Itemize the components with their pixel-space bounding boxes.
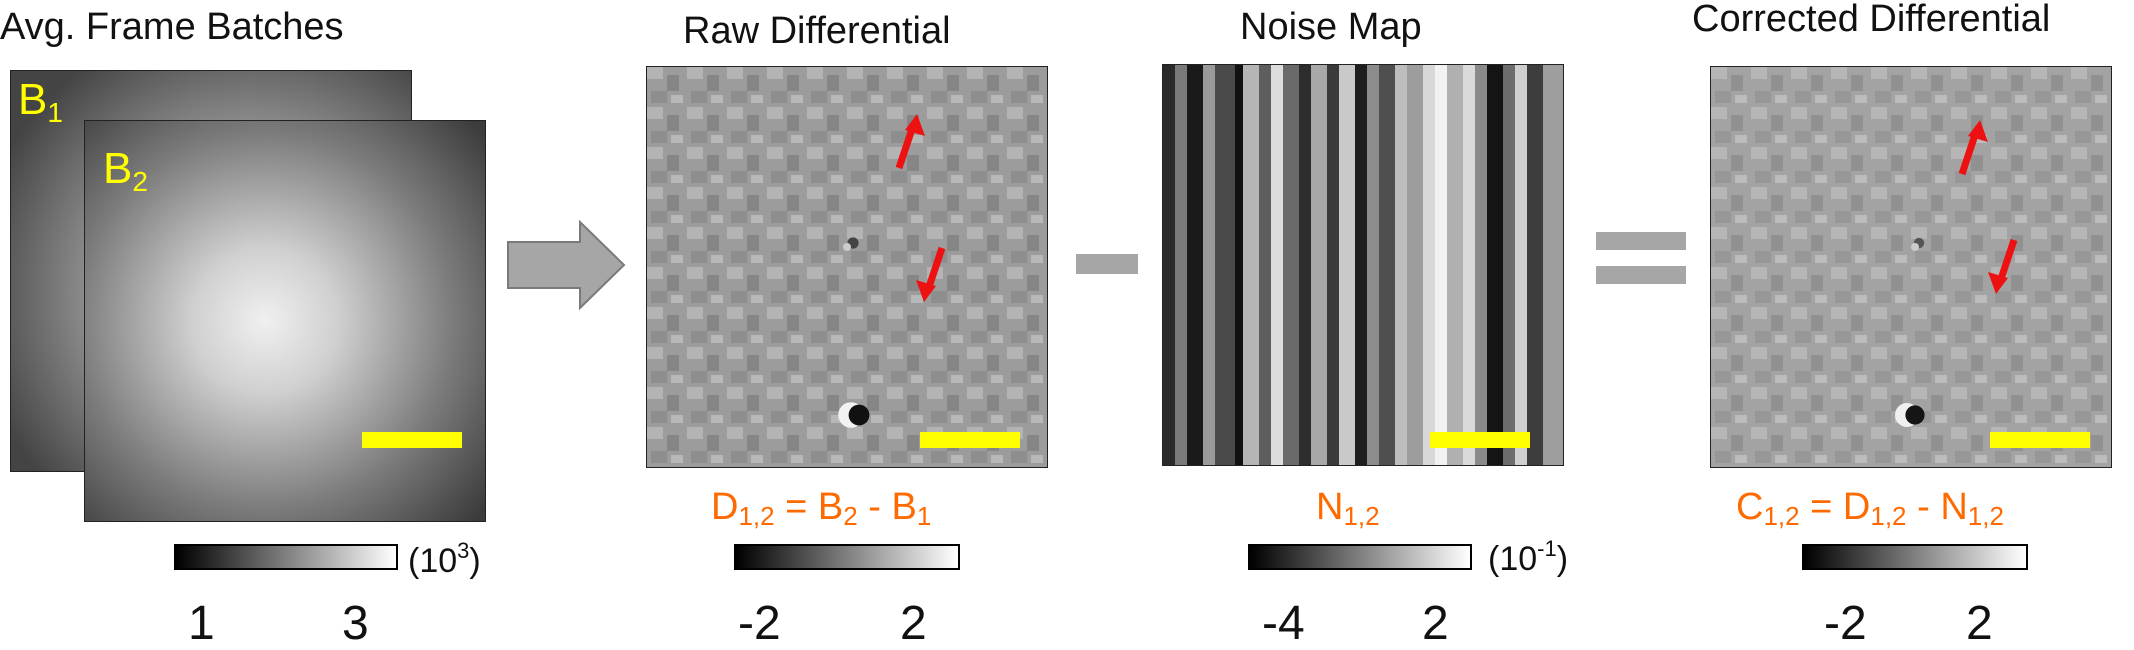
red-arrow-icon [1984,236,2024,296]
equals-icon [1596,232,1686,250]
corrected-colorbar [1802,544,2028,570]
noise-colorbar [1248,544,1472,570]
avg-colorbar [174,544,398,570]
right-arrow-icon [506,219,626,311]
red-arrow-icon [1952,118,1992,178]
batch-2-label: B2 [103,144,148,197]
avg-scale-bar [362,432,462,448]
raw-scale-bar [920,432,1020,448]
corrected-scale-bar [1990,432,2090,448]
raw-colorbar-tick-max: 2 [900,597,927,650]
avg-panel-title: Avg. Frame Batches [0,6,344,48]
noise-colorbar-unit: (10-1) [1488,536,1569,578]
noise-colorbar-tick-max: 2 [1422,597,1449,650]
avg-colorbar-tick-max: 3 [342,597,369,650]
noise-colorbar-tick-min: -4 [1262,597,1305,650]
raw-formula: D1,2 = B2 - B1 [711,486,932,531]
red-arrow-icon [912,244,952,304]
corrected-colorbar-tick-min: -2 [1824,597,1867,650]
batch-2-image [84,120,486,522]
corrected-panel-title: Corrected Differential [1692,0,2051,40]
noise-panel-title: Noise Map [1240,6,1422,48]
raw-colorbar [734,544,960,570]
noise-scale-bar [1430,432,1530,448]
raw-panel-title: Raw Differential [683,10,951,52]
avg-colorbar-unit: (103) [408,538,481,580]
raw-differential-image [646,66,1048,468]
equals-icon [1596,266,1686,284]
red-arrow-icon [889,112,929,172]
corrected-differential-image [1710,66,2112,468]
avg-colorbar-tick-min: 1 [188,597,215,650]
corrected-formula: C1,2 = D1,2 - N1,2 [1736,486,2004,531]
minus-icon [1076,254,1138,274]
batch-1-label: B1 [18,75,63,128]
raw-colorbar-tick-min: -2 [738,597,781,650]
corrected-colorbar-tick-max: 2 [1966,597,1993,650]
noise-formula: N1,2 [1316,486,1380,531]
noise-map-image [1162,64,1564,466]
